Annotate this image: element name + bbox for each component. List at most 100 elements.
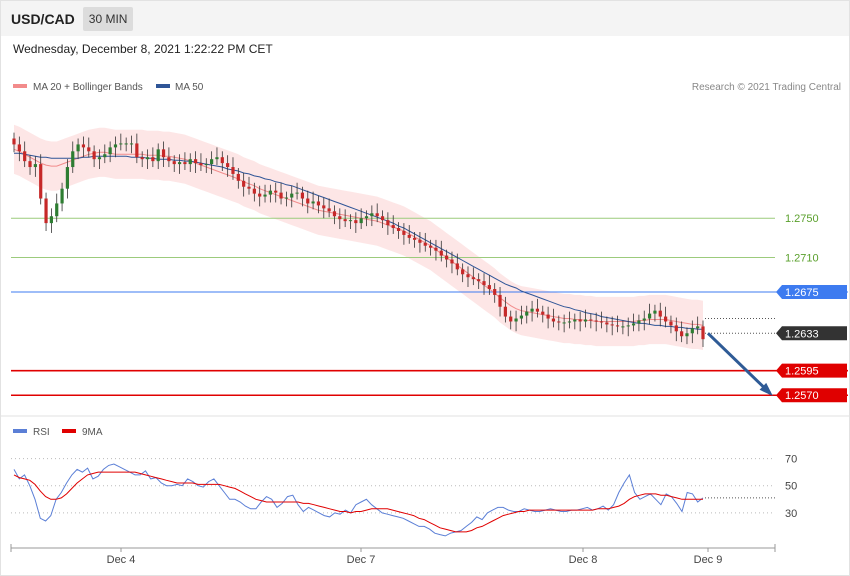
candle — [332, 205, 337, 225]
candle-body — [359, 218, 363, 224]
candle-body — [343, 219, 347, 222]
candle-body — [471, 277, 475, 280]
candle-body — [124, 143, 128, 145]
candle — [599, 311, 604, 329]
candle-body — [541, 311, 545, 315]
candle-body — [300, 192, 305, 199]
candle-body — [316, 201, 321, 206]
timestamp: Wednesday, December 8, 2021 1:22:22 PM C… — [13, 42, 273, 56]
candles — [12, 132, 705, 348]
rsi-tick-30: 30 — [785, 508, 797, 520]
candle — [396, 222, 401, 239]
candle — [610, 316, 614, 336]
level-tag-1-2633: 1.2633 — [776, 326, 847, 341]
candle — [327, 198, 331, 218]
ma50-legend-swatch — [156, 84, 170, 88]
candle — [231, 157, 235, 180]
candle-body — [338, 216, 342, 220]
candle — [664, 306, 668, 328]
timeframe-button[interactable]: 30 MIN — [82, 6, 134, 31]
candle-body — [589, 319, 593, 321]
candle — [290, 185, 294, 208]
candle — [199, 153, 203, 171]
candle-body — [450, 259, 454, 264]
candle-body — [402, 230, 406, 235]
candle-body — [439, 250, 443, 256]
ma20-legend-label: MA 20 + Bollinger Bands — [33, 82, 143, 93]
candle — [380, 210, 385, 229]
candle-body — [295, 192, 299, 194]
candle-body — [503, 306, 507, 317]
candle — [284, 191, 288, 207]
candle-body — [477, 279, 481, 282]
candle-body — [509, 316, 513, 322]
candle-body — [461, 269, 465, 275]
candle-body — [680, 331, 684, 337]
candle-body — [653, 310, 657, 314]
level-tag-text: 1.2675 — [785, 287, 819, 299]
candle — [471, 267, 475, 286]
candle — [210, 151, 214, 174]
candle — [236, 168, 240, 189]
candle-body — [429, 245, 433, 248]
candle — [567, 311, 572, 329]
candle-body — [578, 319, 582, 322]
candle — [535, 298, 540, 318]
x-axis: Dec 4 Dec 7 Dec 8 Dec 9 — [10, 544, 776, 566]
candle — [685, 327, 689, 345]
candle — [573, 313, 577, 330]
candle — [204, 158, 208, 173]
candle — [279, 182, 283, 205]
candle-body — [129, 143, 134, 145]
candle — [81, 136, 86, 158]
projection-arrow-head — [759, 382, 773, 397]
candle-body — [567, 321, 572, 323]
candle-body — [375, 213, 379, 217]
candle-body — [396, 228, 401, 231]
level-label-1-2750: 1.2750 — [785, 213, 819, 225]
candle — [578, 311, 582, 332]
symbol-title: USD/CAD — [11, 10, 75, 27]
candle-body — [551, 318, 556, 322]
rsi-panel: 70 50 30 — [11, 454, 797, 537]
candle — [450, 251, 454, 274]
candle-body — [60, 188, 64, 204]
candle-body — [535, 308, 540, 312]
candle — [268, 184, 272, 203]
candle-body — [220, 157, 224, 164]
candle — [145, 149, 150, 170]
candle — [594, 312, 598, 332]
level-labels: 1.2750 1.2710 1.2675 1.2633 1.2595 1.2570 — [706, 213, 847, 403]
candle-body — [87, 147, 91, 152]
candle-body — [637, 320, 641, 324]
candle — [493, 283, 497, 303]
level-tag-1-2595: 1.2595 — [776, 363, 847, 378]
candle — [226, 155, 230, 177]
rsi-line — [13, 463, 704, 537]
candle — [220, 151, 224, 171]
candle — [172, 155, 176, 172]
candle-body — [348, 220, 353, 222]
candle-body — [103, 154, 107, 158]
candle — [637, 314, 641, 332]
candle — [407, 225, 411, 244]
candle-body — [487, 285, 491, 290]
candle — [669, 315, 673, 334]
candle — [71, 141, 75, 173]
candle-body — [33, 164, 37, 168]
candle — [487, 275, 491, 295]
candle-body — [412, 237, 417, 240]
candle-body — [177, 162, 182, 165]
candle — [188, 153, 192, 172]
candle — [455, 253, 459, 276]
candle — [370, 205, 374, 227]
rsi-9ma-line — [13, 471, 703, 533]
candle — [589, 313, 593, 329]
candle-body — [647, 313, 652, 319]
candle-body — [140, 157, 144, 160]
candle-body — [258, 193, 262, 197]
candle-body — [594, 320, 598, 322]
candle-body — [39, 164, 43, 199]
candle — [263, 184, 267, 203]
